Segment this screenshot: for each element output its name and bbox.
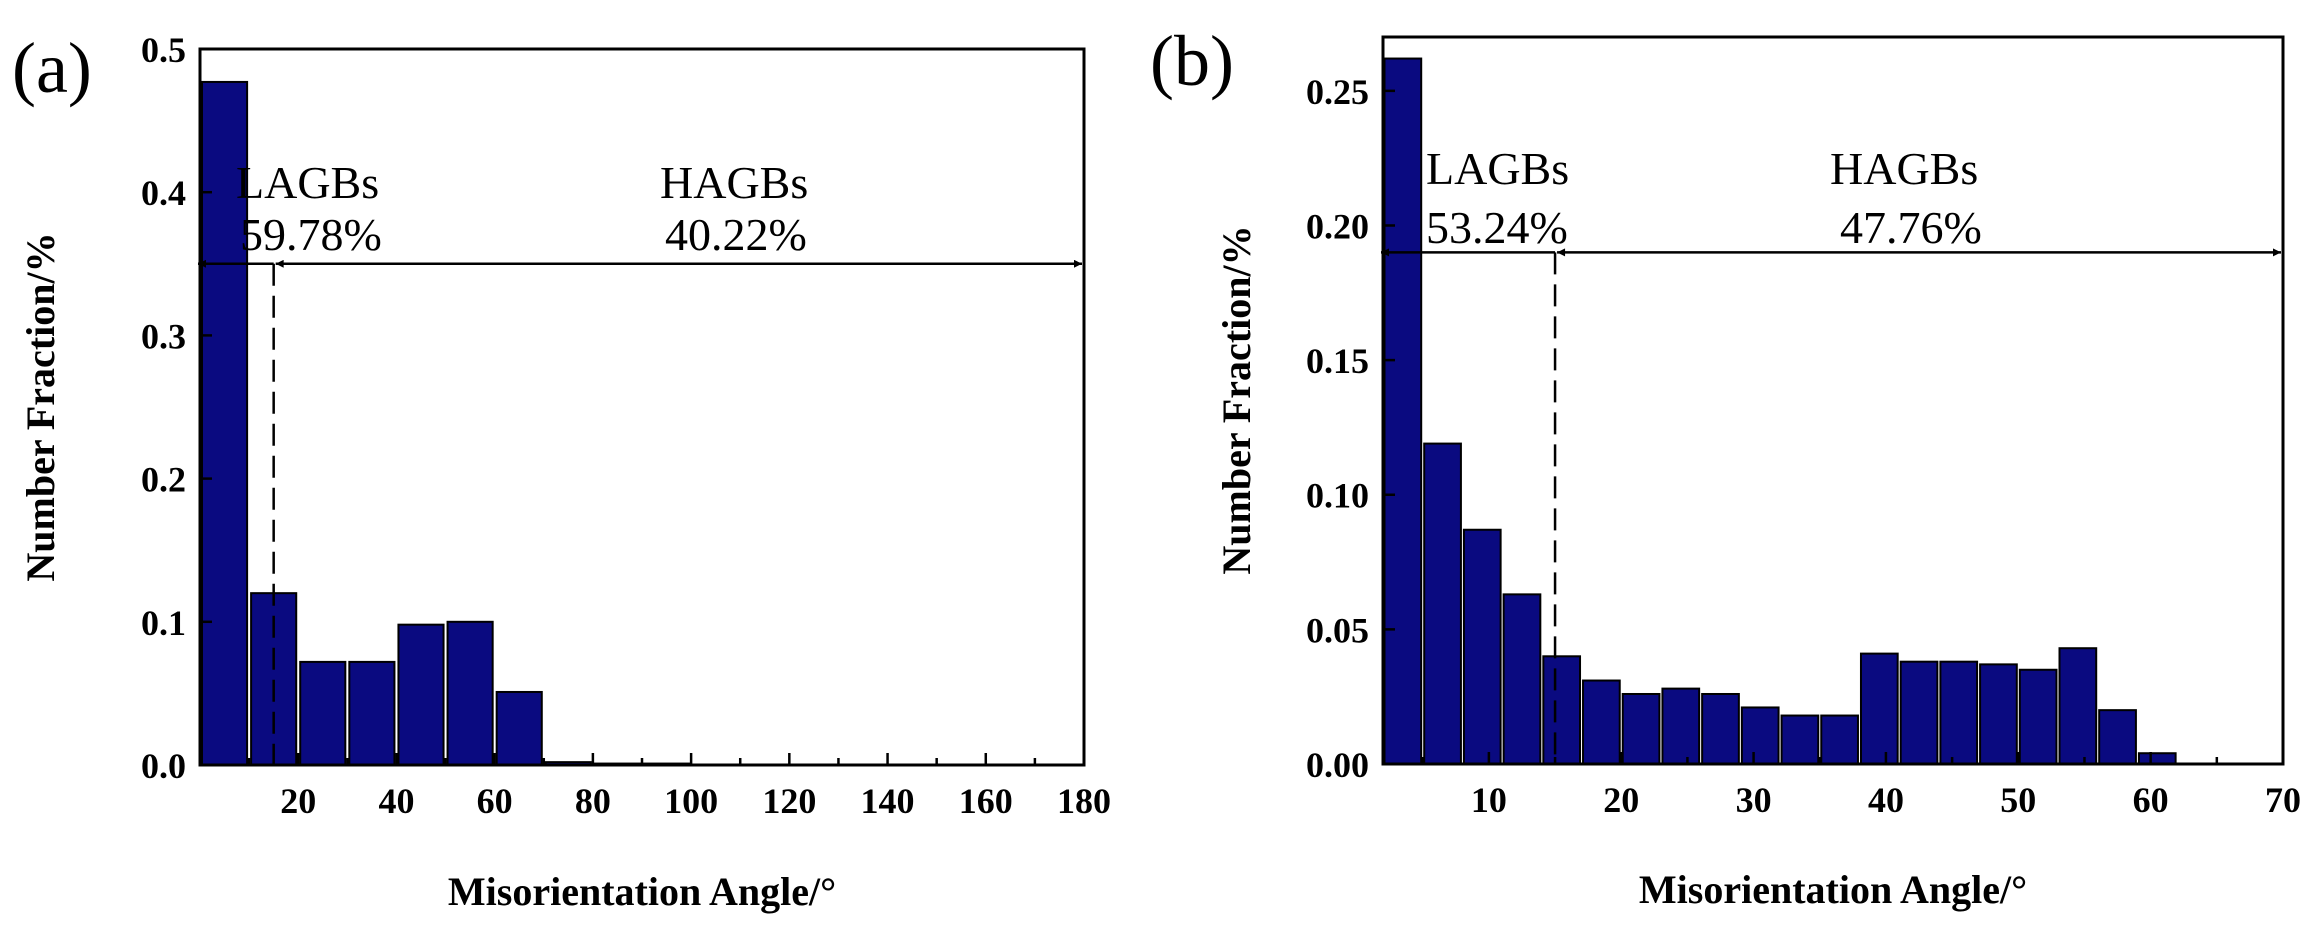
y-tick-label-a-4: 0.4 bbox=[141, 173, 186, 213]
y-tick-label-a-2: 0.2 bbox=[141, 460, 186, 500]
ticks-b: 10 20 30 40 50 60 70 0.00 0.05 0.10 0.15 0.20 0.25 bbox=[1306, 72, 2301, 820]
bar-b-18 bbox=[2098, 709, 2137, 765]
y-tick-label-b-5: 0.25 bbox=[1306, 72, 1369, 112]
x-tick-label-a-6: 140 bbox=[861, 781, 915, 821]
x-tick-label-b-5: 60 bbox=[2133, 780, 2169, 820]
x-tick-label-b-0: 10 bbox=[1471, 780, 1507, 820]
chart-b: (b) 10 20 30 40 50 60 70 0.00 0.05 0.10 0.15 0.20 0.… bbox=[1150, 21, 2301, 912]
bar-b-2 bbox=[1462, 528, 1502, 765]
x-tick-label-a-3: 80 bbox=[575, 781, 611, 821]
bar-a-4 bbox=[397, 623, 445, 766]
x-tick-label-a-7: 160 bbox=[959, 781, 1013, 821]
bar-a-5 bbox=[446, 620, 494, 766]
y-tick-label-a-1: 0.1 bbox=[141, 603, 186, 643]
x-tick-label-b-4: 50 bbox=[2000, 780, 2036, 820]
bar-a-0 bbox=[201, 80, 249, 767]
y-axis-label-b: Number Fraction/% bbox=[1214, 225, 1259, 574]
lagb-label-b: LAGBs bbox=[1426, 143, 1569, 194]
hagb-label-b: HAGBs bbox=[1830, 143, 1978, 194]
bar-b-1 bbox=[1423, 442, 1462, 765]
bar-a-6 bbox=[495, 690, 543, 767]
x-tick-label-b-3: 40 bbox=[1868, 780, 1904, 820]
bar-b-15 bbox=[1979, 663, 2018, 766]
bar-b-4 bbox=[1542, 655, 1582, 766]
x-tick-label-b-6: 70 bbox=[2265, 780, 2301, 820]
x-tick-label-a-5: 120 bbox=[762, 781, 816, 821]
bar-b-0 bbox=[1383, 57, 1423, 766]
x-tick-label-b-2: 30 bbox=[1736, 780, 1772, 820]
ticks-a: 20 40 60 80 100 120 140 160 180 0.0 0.1 0.2 0.3 0.4 0.… bbox=[141, 30, 1111, 821]
chart-a: (a) 20 40 60 80 100 120 140 160 180 0.0 0.1 0.2 0.3 0… bbox=[12, 28, 1111, 914]
bar-b-17 bbox=[2058, 647, 2098, 765]
y-tick-label-a-5: 0.5 bbox=[141, 30, 186, 70]
lagb-label-a: LAGBs bbox=[236, 157, 379, 208]
y-tick-label-b-4: 0.20 bbox=[1306, 206, 1369, 246]
bar-b-12 bbox=[1859, 652, 1899, 765]
bar-b-10 bbox=[1780, 714, 1820, 765]
panel-label-a: (a) bbox=[12, 28, 92, 108]
panel-label-b: (b) bbox=[1150, 21, 1234, 101]
x-tick-label-a-0: 20 bbox=[280, 781, 316, 821]
x-axis-label-b: Misorientation Angle/° bbox=[1639, 867, 2027, 912]
bar-b-9 bbox=[1740, 706, 1780, 766]
y-tick-label-b-0: 0.00 bbox=[1306, 745, 1369, 785]
lagb-value-b: 53.24% bbox=[1426, 202, 1568, 253]
x-tick-label-a-8: 180 bbox=[1057, 781, 1111, 821]
bar-b-7 bbox=[1661, 687, 1701, 766]
y-tick-label-b-2: 0.10 bbox=[1306, 476, 1369, 516]
plot-frame-b bbox=[1381, 35, 2285, 766]
bar-b-5 bbox=[1582, 679, 1621, 765]
bar-b-14 bbox=[1939, 660, 1979, 765]
bar-b-6 bbox=[1621, 692, 1661, 766]
bar-b-16 bbox=[2018, 668, 2058, 766]
bar-a-2 bbox=[299, 660, 347, 766]
x-tick-label-a-4: 100 bbox=[664, 781, 718, 821]
hagb-label-a: HAGBs bbox=[660, 157, 808, 208]
y-tick-label-a-0: 0.0 bbox=[141, 746, 186, 786]
x-axis-label-a: Misorientation Angle/° bbox=[448, 869, 836, 914]
x-tick-label-b-1: 20 bbox=[1603, 780, 1639, 820]
x-tick-label-a-1: 40 bbox=[378, 781, 414, 821]
y-tick-label-a-3: 0.3 bbox=[141, 316, 186, 356]
bars-a bbox=[201, 80, 691, 767]
bar-b-19 bbox=[2137, 752, 2177, 765]
y-tick-label-b-1: 0.05 bbox=[1306, 610, 1369, 650]
y-tick-label-b-3: 0.15 bbox=[1306, 341, 1369, 381]
hagb-value-a: 40.22% bbox=[665, 209, 807, 260]
bar-b-13 bbox=[1899, 660, 1939, 765]
y-axis-label-a: Number Fraction/% bbox=[18, 232, 63, 581]
bar-b-11 bbox=[1820, 714, 1859, 765]
bar-b-8 bbox=[1701, 692, 1740, 766]
lagb-value-a: 59.78% bbox=[240, 209, 382, 260]
bar-b-3 bbox=[1502, 593, 1542, 765]
bars-b bbox=[1383, 57, 2177, 766]
hagb-value-b: 47.76% bbox=[1840, 202, 1982, 253]
x-tick-label-a-2: 60 bbox=[477, 781, 513, 821]
bar-a-3 bbox=[348, 660, 396, 766]
